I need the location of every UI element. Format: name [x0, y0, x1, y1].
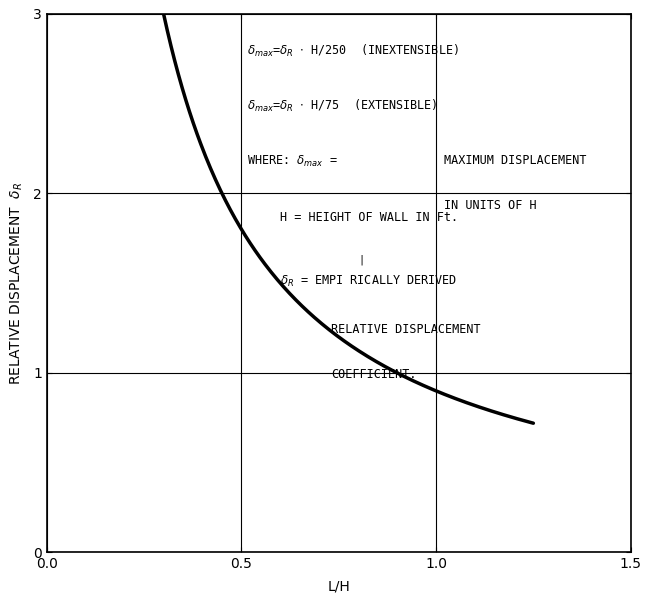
Text: $\delta_R$ = EMPI RICALLY DERIVED: $\delta_R$ = EMPI RICALLY DERIVED [280, 274, 458, 290]
Y-axis label: RELATIVE DISPLACEMENT  $\delta_R$: RELATIVE DISPLACEMENT $\delta_R$ [8, 182, 25, 385]
X-axis label: L/H: L/H [328, 580, 350, 594]
Text: COEFFICIENT.: COEFFICIENT. [331, 368, 417, 380]
Text: IN UNITS OF H: IN UNITS OF H [444, 199, 536, 212]
Text: $\delta_{max}$=$\delta_R$ $\cdot$ H/250  (INEXTENSIBLE): $\delta_{max}$=$\delta_R$ $\cdot$ H/250 … [247, 43, 459, 58]
Text: WHERE: $\delta_{max}$ =: WHERE: $\delta_{max}$ = [247, 154, 338, 169]
Text: H = HEIGHT OF WALL IN Ft.: H = HEIGHT OF WALL IN Ft. [280, 211, 458, 225]
Text: |: | [358, 255, 365, 265]
Text: RELATIVE DISPLACEMENT: RELATIVE DISPLACEMENT [331, 323, 480, 336]
Text: $\delta_{max}$=$\delta_R$ $\cdot$ H/75  (EXTENSIBLE): $\delta_{max}$=$\delta_R$ $\cdot$ H/75 (… [247, 98, 438, 114]
Text: MAXIMUM DISPLACEMENT: MAXIMUM DISPLACEMENT [444, 154, 586, 167]
